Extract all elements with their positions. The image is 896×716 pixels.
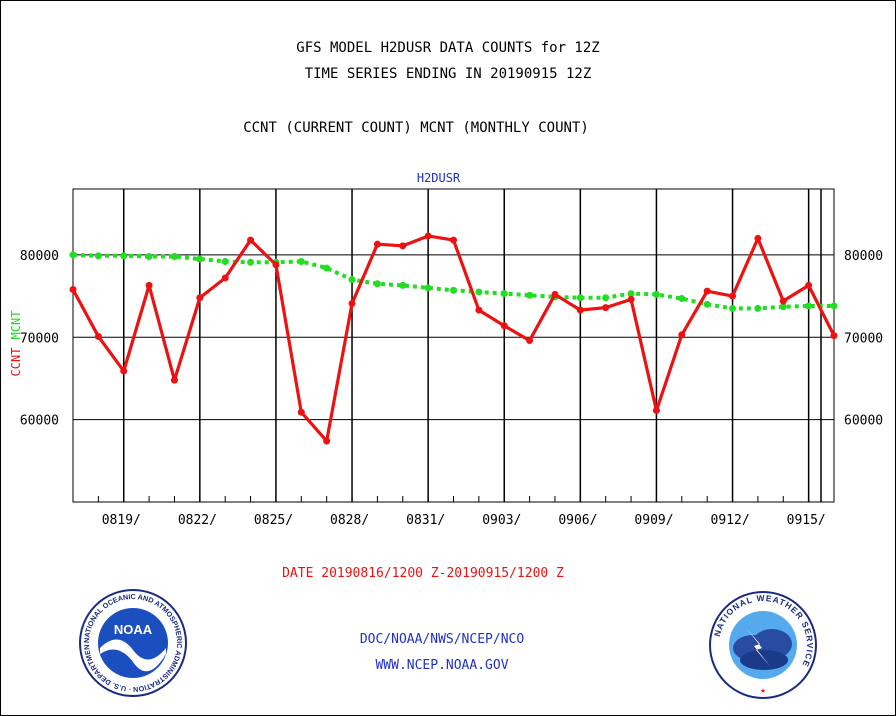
noaa-logo-text: NOAA: [114, 622, 153, 637]
nws-logo: NATIONAL WEATHER SERVICE ★: [709, 591, 817, 699]
x-tick-label: 0903/: [482, 513, 521, 528]
point-mcnt: [652, 290, 660, 298]
point-mcnt: [627, 290, 635, 298]
point-mcnt: [323, 264, 331, 272]
point-mcnt: [830, 302, 838, 310]
y-tick-label-left: 80000: [20, 249, 59, 264]
point-mcnt: [399, 281, 407, 289]
point-mcnt: [145, 253, 153, 261]
point-ccnt: [399, 242, 407, 250]
point-mcnt: [678, 295, 686, 303]
x-tick-label: 0831/: [406, 513, 445, 528]
point-ccnt: [297, 408, 305, 416]
point-mcnt: [450, 286, 457, 294]
point-mcnt: [602, 294, 610, 302]
point-mcnt: [424, 284, 432, 292]
point-mcnt: [373, 280, 381, 288]
point-mcnt: [754, 304, 762, 312]
point-ccnt: [729, 292, 737, 300]
x-tick-label: 0819/: [102, 513, 141, 528]
point-mcnt: [69, 251, 77, 259]
point-ccnt: [170, 376, 178, 384]
point-mcnt: [170, 253, 178, 261]
point-ccnt: [652, 407, 660, 415]
series-line-ccnt: [71, 234, 836, 443]
point-ccnt: [830, 332, 838, 340]
point-ccnt: [424, 232, 432, 240]
y-tick-label-right: 70000: [844, 331, 883, 346]
date-range-label: DATE 20190816/1200 Z-20190915/1200 Z: [282, 566, 564, 581]
point-ccnt: [576, 306, 584, 314]
point-ccnt: [94, 332, 102, 340]
point-ccnt: [805, 281, 813, 289]
point-ccnt: [196, 294, 204, 302]
point-mcnt: [196, 255, 204, 263]
y-tick-label-right: 80000: [844, 249, 883, 264]
point-ccnt: [247, 236, 255, 244]
point-mcnt: [576, 294, 584, 302]
star-icon: ★: [760, 686, 766, 696]
point-ccnt: [526, 337, 534, 345]
point-ccnt: [602, 304, 610, 312]
point-mcnt: [94, 252, 102, 260]
noaa-logo: NATIONAL OCEANIC AND ATMOSPHERIC ADMINIS…: [78, 588, 187, 697]
point-mcnt: [247, 258, 255, 266]
x-tick-label: 0828/: [330, 513, 369, 528]
point-mcnt: [500, 290, 508, 298]
y-axis-label-ccnt: CCNT: [9, 348, 23, 377]
plot-title: H2DUSR: [417, 171, 461, 185]
point-mcnt: [729, 304, 737, 312]
point-mcnt: [120, 252, 128, 260]
y-tick-label-left: 70000: [20, 331, 59, 346]
footer-url-label: WWW.NCEP.NOAA.GOV: [375, 658, 509, 673]
point-ccnt: [450, 236, 457, 244]
point-mcnt: [297, 257, 305, 265]
point-ccnt: [678, 331, 686, 339]
point-ccnt: [703, 287, 711, 295]
point-mcnt: [805, 302, 813, 310]
plot-frame: [72, 188, 835, 503]
y-tick-label-right: 60000: [844, 414, 883, 429]
chart-canvas: 60000 60000 70000 70000 80000 80000 0819/0822/…: [9, 171, 883, 528]
x-tick-label: 0825/: [254, 513, 293, 528]
point-ccnt: [551, 290, 559, 298]
chart-header-line-1: GFS MODEL H2DUSR DATA COUNTS for 12Z: [296, 40, 600, 56]
point-mcnt: [526, 291, 534, 299]
chart-header-line-2: TIME SERIES ENDING IN 20190915 12Z: [304, 66, 592, 82]
point-mcnt: [348, 276, 356, 284]
point-ccnt: [373, 240, 381, 248]
point-ccnt: [120, 367, 128, 375]
y-tick-label-left: 60000: [20, 414, 59, 429]
series-line-mcnt: [72, 252, 834, 311]
x-tick-label: 0909/: [634, 513, 673, 528]
y-axis-label-mcnt: MCNT: [9, 311, 23, 340]
x-tick-label: 0906/: [558, 513, 597, 528]
point-mcnt: [221, 257, 229, 265]
x-tick-label: 0912/: [711, 513, 750, 528]
point-ccnt: [500, 322, 508, 330]
x-tick-label: 0822/: [178, 513, 217, 528]
point-ccnt: [69, 285, 77, 293]
point-ccnt: [475, 306, 483, 314]
point-ccnt: [272, 261, 280, 269]
point-mcnt: [475, 288, 483, 296]
point-mcnt: [703, 300, 711, 308]
footer-org-label: DOC/NOAA/NWS/NCEP/NCO: [359, 632, 525, 647]
point-ccnt: [779, 297, 787, 305]
point-ccnt: [754, 234, 762, 242]
x-tick-label: 0915/: [787, 513, 826, 528]
point-ccnt: [627, 295, 635, 303]
point-ccnt: [348, 299, 356, 307]
point-mcnt: [779, 303, 787, 311]
point-ccnt: [323, 437, 331, 445]
point-ccnt: [221, 274, 229, 282]
chart-header-line-3: CCNT (CURRENT COUNT) MCNT (MONTHLY COUNT…: [243, 120, 589, 136]
point-ccnt: [145, 281, 153, 289]
